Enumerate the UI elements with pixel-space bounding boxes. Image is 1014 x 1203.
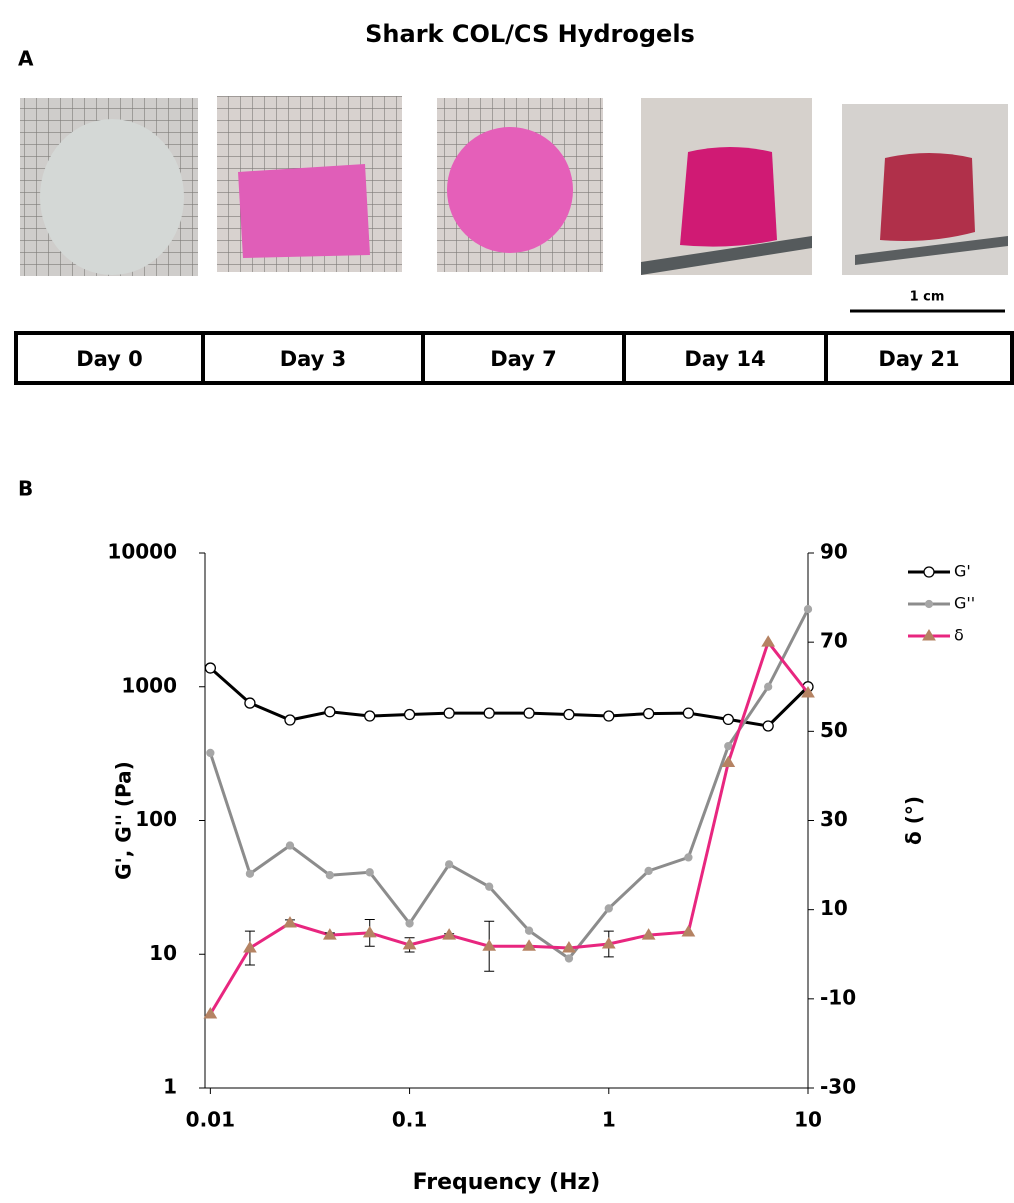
y2-tick-label: 50	[820, 718, 848, 742]
y2-tick-label: 30	[820, 807, 848, 831]
point	[245, 698, 255, 708]
point	[604, 711, 614, 721]
point	[644, 709, 654, 719]
point	[725, 743, 732, 750]
point	[926, 601, 933, 608]
point	[526, 927, 533, 934]
series-line	[210, 609, 808, 958]
figure: A Shark COL/CS Hydrogels 1 cm B Day 0 Day…	[0, 0, 1014, 1198]
y2-tick-label: -10	[820, 985, 856, 1009]
series-line	[210, 668, 808, 726]
point	[605, 905, 612, 912]
point	[207, 749, 214, 756]
point	[805, 606, 812, 613]
point	[564, 710, 574, 720]
legend-label: δ	[954, 626, 964, 645]
point	[285, 715, 295, 725]
series-line	[210, 642, 808, 1014]
y2-tick-label: 10	[820, 896, 848, 920]
point	[444, 708, 454, 718]
legend-label: G''	[954, 594, 975, 613]
point	[365, 711, 375, 721]
point	[762, 636, 774, 646]
day-label: Day 7	[490, 347, 557, 371]
photos	[20, 96, 1008, 276]
legend-label: G'	[954, 562, 971, 581]
figure-title: Shark COL/CS Hydrogels	[365, 20, 695, 48]
y-tick-label: 1000	[121, 673, 177, 697]
panel-label: B	[18, 477, 33, 501]
point	[645, 867, 652, 874]
point	[406, 920, 413, 927]
y2-tick-label: 70	[820, 629, 848, 653]
y-tick-label: 100	[135, 807, 177, 831]
x-tick-label: 10	[794, 1108, 822, 1132]
x-axis-title: Frequency (Hz)	[413, 1170, 601, 1195]
point	[765, 683, 772, 690]
point	[446, 861, 453, 868]
panel-label: A	[18, 47, 34, 71]
y-tick-label: 10000	[107, 540, 177, 564]
y2-tick-label: 90	[820, 540, 848, 564]
point	[565, 955, 572, 962]
point	[685, 854, 692, 861]
point	[484, 708, 494, 718]
point	[366, 869, 373, 876]
page: A Shark COL/CS Hydrogels 1 cm B Day 0 Day…	[0, 0, 1014, 1203]
point	[284, 917, 296, 927]
point	[763, 721, 773, 731]
point	[524, 708, 534, 718]
y-axis-title: G', G'' (Pa)	[112, 761, 136, 880]
day-label: Day 3	[280, 347, 347, 371]
point	[286, 842, 293, 849]
day-label: Day 21	[878, 347, 959, 371]
point	[246, 870, 253, 877]
point	[683, 708, 693, 718]
point	[723, 714, 733, 724]
x-tick-label: 0.1	[392, 1108, 427, 1132]
y2-axis-title: δ (°)	[902, 796, 926, 845]
point	[205, 663, 215, 673]
point	[326, 872, 333, 879]
x-tick-label: 1	[602, 1108, 616, 1132]
day-label: Day 0	[76, 347, 143, 371]
y-tick-label: 1	[163, 1075, 177, 1099]
point	[325, 707, 335, 717]
point	[405, 710, 415, 720]
point	[924, 567, 934, 577]
x-tick-label: 0.01	[186, 1108, 235, 1132]
y2-tick-label: -30	[820, 1075, 856, 1099]
day-label: Day 14	[684, 347, 765, 371]
y-tick-label: 10	[149, 941, 177, 965]
point	[486, 883, 493, 890]
scale-bar-label: 1 cm	[910, 290, 945, 305]
